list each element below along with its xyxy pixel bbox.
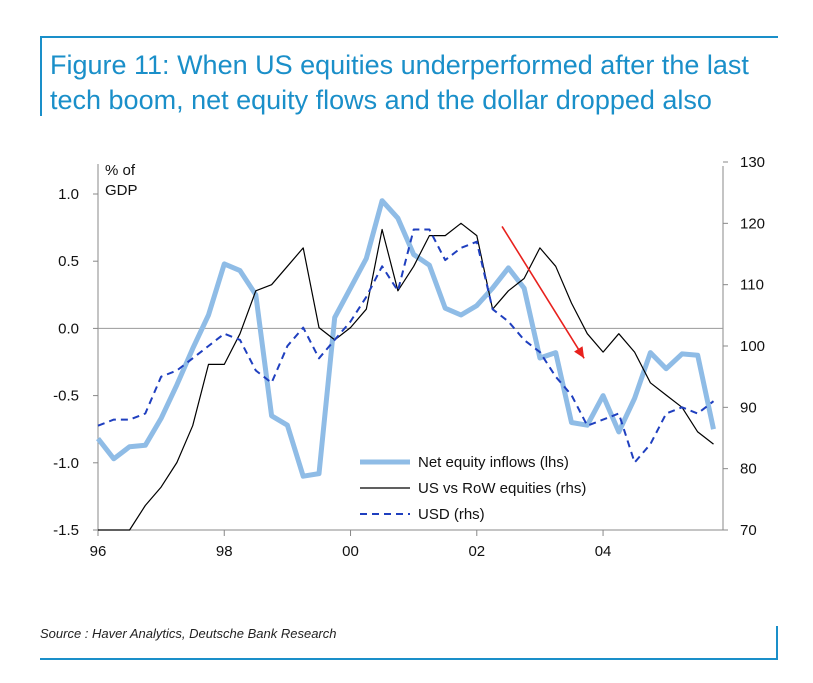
x-tick-label: 02: [468, 543, 485, 560]
right-tick-label: 90: [740, 399, 757, 416]
left-tick-label: 1.0: [58, 186, 79, 203]
legend-label-0: Net equity inflows (lhs): [418, 454, 569, 471]
left-tick-label: 0.5: [58, 253, 79, 270]
left-tick-label: 0.0: [58, 320, 79, 337]
legend-label-1: US vs RoW equities (rhs): [418, 480, 586, 497]
figure-title: Figure 11: When US equities underperform…: [50, 48, 790, 118]
legend-label-2: USD (rhs): [418, 506, 485, 523]
right-tick-label: 130: [740, 154, 765, 171]
source-note: Source : Haver Analytics, Deutsche Bank …: [40, 626, 337, 641]
x-tick-label: 00: [342, 543, 359, 560]
line-chart: -1.5 -1.0 -0.5 0.0 0.5 1.0 70 80 90 100 110 120 130 9…: [53, 154, 765, 560]
bottom-accent-tick: [776, 626, 778, 660]
trend-arrow-head: [574, 346, 585, 359]
right-tick-label: 110: [740, 277, 764, 294]
series-line-2: [97, 228, 715, 464]
chart-legend: Net equity inflows (lhs) US vs RoW equiti…: [360, 454, 586, 523]
right-tick-label: 70: [740, 522, 757, 539]
figure-title-line-2: tech boom, net equity flows and the doll…: [50, 85, 712, 115]
right-tick-label: 100: [740, 338, 765, 355]
trend-arrow-line: [501, 225, 585, 359]
right-tick-label: 120: [740, 215, 765, 232]
chart-annotations: [501, 225, 585, 359]
left-tick-label: -0.5: [53, 388, 79, 405]
title-top-rule: [40, 36, 778, 38]
series-line-1: [98, 222, 714, 531]
bottom-rule: [40, 658, 778, 660]
right-tick-label: 80: [740, 461, 757, 478]
chart-axes: -1.5 -1.0 -0.5 0.0 0.5 1.0 70 80 90 100 110 120 130 9…: [53, 154, 765, 560]
left-tick-label: -1.0: [53, 455, 79, 472]
left-tick-label: -1.5: [53, 522, 79, 539]
series-line-0: [96, 198, 716, 479]
chart-series: [96, 198, 716, 531]
x-tick-label: 96: [90, 543, 107, 560]
left-axis-label: % of GDP: [105, 162, 138, 199]
x-tick-label: 04: [595, 543, 612, 560]
x-tick-label: 98: [216, 543, 233, 560]
title-accent-bar: [40, 36, 42, 116]
figure-title-line-1: Figure 11: When US equities underperform…: [50, 50, 749, 80]
